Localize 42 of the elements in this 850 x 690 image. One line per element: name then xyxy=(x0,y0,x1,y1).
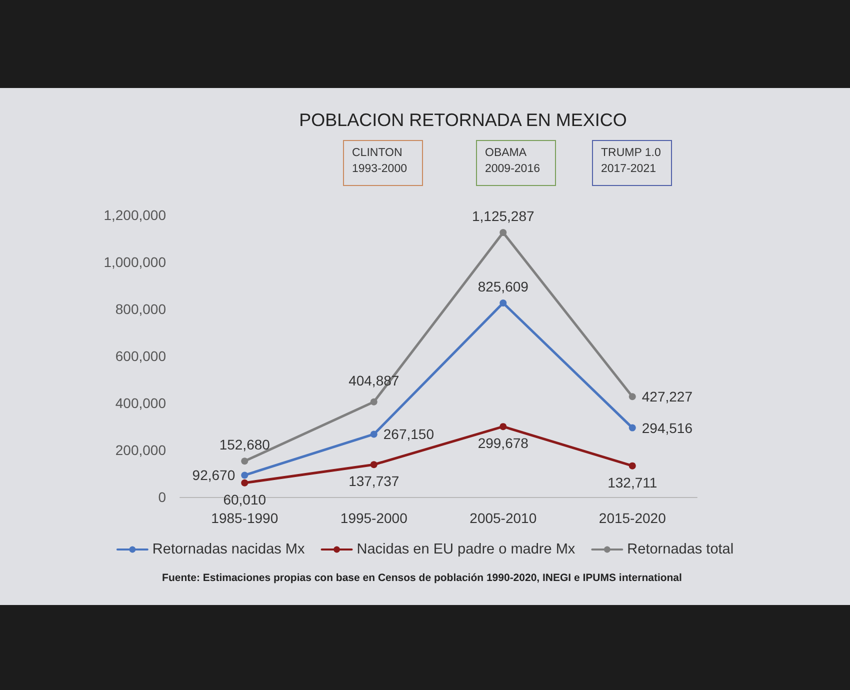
source-note: Fuente: Estimaciones propias con base en Censos de población 1990-2020, INEGI e IPUMS international xyxy=(162,572,682,584)
legend-label: Retornadas total xyxy=(627,542,734,558)
y-tick-label: 800,000 xyxy=(115,301,166,317)
y-tick-label: 600,000 xyxy=(115,348,166,364)
x-tick-label: 2015-2020 xyxy=(598,510,666,526)
x-tick-label: 1995-2000 xyxy=(340,510,408,526)
data-label: 267,150 xyxy=(383,426,434,442)
data-label: 152,680 xyxy=(219,436,270,453)
y-tick-label: 200,000 xyxy=(115,442,166,458)
data-label: 299,678 xyxy=(478,435,529,452)
legend-label: Nacidas en EU padre o madre Mx xyxy=(356,542,576,558)
text: OBAMA 2009-2016 xyxy=(476,140,556,186)
point xyxy=(500,423,507,430)
legend-label: Retornadas nacidas Mx xyxy=(152,542,306,558)
data-label: 132,711 xyxy=(608,474,658,490)
point xyxy=(628,462,636,470)
data-label: 427,227 xyxy=(642,388,693,405)
point xyxy=(370,398,378,406)
y-tick-label: 0 xyxy=(158,489,166,505)
point xyxy=(500,299,507,306)
point xyxy=(241,458,248,465)
chart-title: POBLACION RETORNADA EN MEXICO xyxy=(299,110,627,130)
data-label: 60,010 xyxy=(223,491,266,508)
point xyxy=(628,424,636,432)
y-tick-label: 400,000 xyxy=(115,395,166,411)
data-label: 825,609 xyxy=(478,278,529,294)
point xyxy=(241,472,248,479)
x-tick-label: 1985-1990 xyxy=(211,510,278,526)
point xyxy=(628,393,636,400)
data-label: 1,125,287 xyxy=(472,208,534,224)
text: CLINTON 1993-2000 xyxy=(343,140,423,186)
point xyxy=(500,229,507,236)
data-label: 294,516 xyxy=(642,420,693,436)
x-tick-label: 2005-2010 xyxy=(470,510,537,526)
y-tick-label: 1,000,000 xyxy=(104,254,166,270)
data-label: 92,670 xyxy=(192,467,236,484)
text: TRUMP 1.0 2017-2021 xyxy=(592,140,672,186)
y-tick-label: 1,200,000 xyxy=(104,207,166,223)
point xyxy=(241,479,248,486)
point xyxy=(370,430,378,438)
data-label: 137,737 xyxy=(348,473,400,490)
point xyxy=(370,461,378,468)
